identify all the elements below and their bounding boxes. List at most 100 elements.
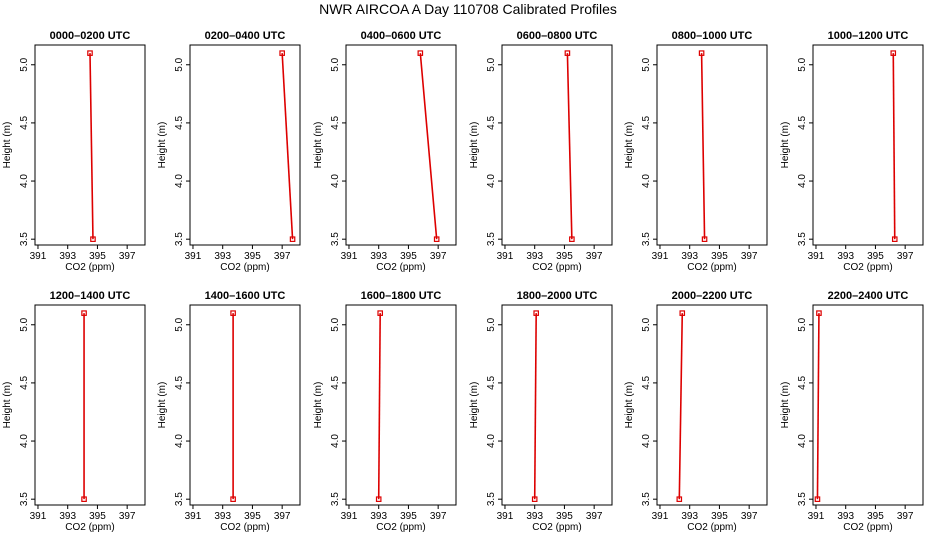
y-tick-label: 4.0: [797, 434, 808, 448]
y-tick-label: 5.0: [174, 317, 185, 331]
y-tick-label: 4.5: [19, 376, 30, 390]
plot-frame: [189, 44, 301, 246]
y-tick-label: 5.0: [174, 57, 185, 71]
panel-title: 0000–0200 UTC: [50, 30, 131, 42]
profile-line: [566, 53, 573, 240]
profile-line: [89, 53, 94, 240]
x-tick-label: 395: [89, 511, 106, 522]
x-axis-label: CO2 (ppm): [65, 522, 114, 533]
x-tick-label: 395: [244, 251, 261, 262]
x-tick-label: 395: [400, 511, 417, 522]
plot-frame: [656, 304, 768, 506]
x-tick-label: 395: [867, 511, 884, 522]
y-tick-label: 4.0: [641, 174, 652, 188]
x-tick-label: 391: [652, 511, 669, 522]
y-tick-label: 5.0: [797, 317, 808, 331]
chart-panel: 0600–0800 UTC 391 393 395 397 3.5 4.0 4.5 5.0 CO2…: [469, 30, 613, 273]
y-tick-label: 3.5: [19, 232, 30, 246]
x-tick-label: 397: [897, 251, 914, 262]
y-tick-label: 5.0: [330, 57, 341, 71]
y-axis-label: Height (m): [157, 382, 168, 429]
x-axis-label: CO2 (ppm): [532, 262, 581, 273]
profile-line: [377, 313, 381, 500]
profile-line: [892, 53, 896, 240]
data-point: [377, 310, 383, 316]
data-point: [87, 50, 93, 56]
plot-frame: [501, 44, 613, 246]
chart-panel: 1200–1400 UTC 391 393 395 397 3.5 4.0 4.5 5.0 CO2…: [2, 290, 146, 533]
x-axis-label: CO2 (ppm): [376, 262, 425, 273]
data-point: [81, 310, 87, 316]
y-tick-label: 4.0: [174, 174, 185, 188]
data-point: [279, 50, 285, 56]
y-axis-label: Height (m): [313, 382, 324, 429]
x-axis-label: CO2 (ppm): [65, 262, 114, 273]
plot-frame: [812, 304, 924, 506]
x-tick-label: 397: [586, 511, 603, 522]
x-axis-label: CO2 (ppm): [220, 522, 269, 533]
profile-line: [816, 313, 820, 500]
x-tick-label: 391: [185, 511, 202, 522]
data-point: [417, 50, 424, 56]
x-tick-label: 393: [681, 251, 698, 262]
plot-frame: [345, 44, 457, 246]
profile-line: [678, 313, 684, 500]
plot-frame: [656, 44, 768, 246]
panel-title: 0800–1000 UTC: [672, 30, 753, 42]
y-tick-label: 3.5: [641, 492, 652, 506]
y-tick-label: 3.5: [19, 492, 30, 506]
x-tick-label: 397: [274, 511, 291, 522]
data-point: [531, 496, 538, 502]
profile-line: [281, 53, 294, 240]
panel-title: 1400–1600 UTC: [205, 290, 286, 302]
y-tick-label: 4.0: [486, 434, 497, 448]
x-axis-label: CO2 (ppm): [843, 522, 892, 533]
x-tick-label: 391: [652, 251, 669, 262]
data-point: [569, 236, 575, 242]
y-axis-label: Height (m): [624, 122, 635, 169]
y-tick-label: 5.0: [19, 317, 30, 331]
x-tick-label: 397: [119, 251, 136, 262]
chart-panel: 0000–0200 UTC 391 393 395 397 3.5 4.0 4.5 5.0 CO2…: [2, 30, 146, 273]
y-tick-label: 5.0: [641, 317, 652, 331]
x-tick-label: 397: [430, 251, 447, 262]
data-point: [816, 310, 822, 316]
y-axis-label: Height (m): [780, 122, 791, 169]
y-tick-label: 4.0: [486, 174, 497, 188]
y-tick-label: 5.0: [486, 57, 497, 71]
plot-frame: [34, 304, 146, 506]
y-tick-label: 5.0: [641, 57, 652, 71]
profile-line: [700, 53, 706, 240]
y-tick-label: 5.0: [330, 317, 341, 331]
x-tick-label: 393: [59, 251, 76, 262]
chart-panel: 1400–1600 UTC 391 393 395 397 3.5 4.0 4.5 5.0 CO2…: [157, 290, 301, 533]
x-axis-label: CO2 (ppm): [220, 262, 269, 273]
y-tick-label: 4.0: [797, 174, 808, 188]
y-tick-label: 4.0: [19, 174, 30, 188]
y-tick-label: 3.5: [174, 232, 185, 246]
x-tick-label: 393: [370, 251, 387, 262]
x-tick-label: 393: [526, 511, 543, 522]
y-tick-label: 4.5: [641, 116, 652, 130]
y-tick-label: 3.5: [797, 232, 808, 246]
x-tick-label: 395: [867, 251, 884, 262]
y-axis-label: Height (m): [157, 122, 168, 169]
x-tick-label: 393: [214, 251, 231, 262]
x-tick-label: 393: [526, 251, 543, 262]
chart-panel: 0400–0600 UTC 391 393 395 397 3.5 4.0 4.5 5.0 CO2…: [313, 30, 457, 273]
x-tick-label: 393: [837, 251, 854, 262]
y-tick-label: 4.5: [330, 376, 341, 390]
x-tick-label: 391: [30, 251, 47, 262]
y-tick-label: 4.0: [330, 434, 341, 448]
x-tick-label: 391: [185, 251, 202, 262]
plot-frame: [345, 304, 457, 506]
chart-panel: 0800–1000 UTC 391 393 395 397 3.5 4.0 4.5 5.0 CO2…: [624, 30, 768, 273]
data-point: [564, 50, 571, 56]
y-tick-label: 5.0: [19, 57, 30, 71]
page-title: NWR AIRCOA A Day 110708 Calibrated Profi…: [319, 1, 617, 17]
y-tick-label: 4.5: [486, 116, 497, 130]
x-tick-label: 393: [214, 511, 231, 522]
data-point: [679, 310, 686, 316]
